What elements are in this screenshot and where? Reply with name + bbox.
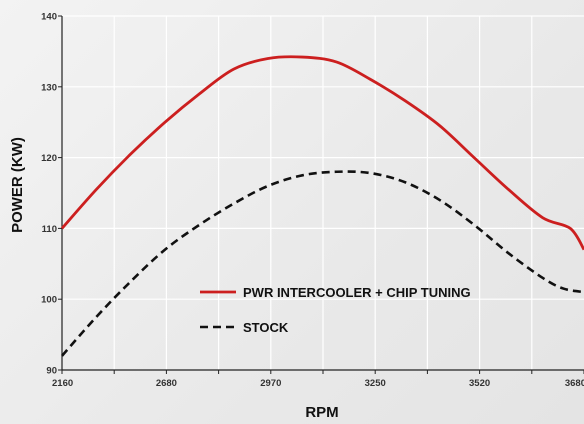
axes: 90 100 110 120 130 140 2160 2680 2970 3250 3520 368… (41, 12, 584, 389)
series-lines (60, 55, 584, 357)
x-tick-label: 2970 (260, 378, 281, 389)
y-tick-label: 90 (46, 366, 57, 377)
y-tick-label: 110 (42, 224, 57, 235)
x-tick-label: 2160 (52, 378, 73, 389)
y-tick-label: 100 (41, 295, 57, 306)
legend-label-stock: STOCK (243, 320, 289, 335)
y-tick-label: 130 (41, 82, 57, 93)
x-tick-label: 3520 (469, 378, 490, 389)
legend-label-intercooler-chip: PWR INTERCOOLER + CHIP TUNING (243, 285, 471, 300)
x-tick-label: 3250 (365, 378, 386, 389)
x-tick-label: 3680 (565, 378, 584, 389)
x-axis-title: RPM (305, 404, 338, 421)
y-axis-title: POWER (KW) (9, 137, 26, 233)
x-tick-label: 2680 (156, 378, 177, 389)
series-line-stock (61, 170, 584, 357)
series-line-intercooler-chip (60, 55, 584, 251)
legend: PWR INTERCOOLER + CHIP TUNING STOCK (200, 285, 471, 335)
y-tick-label: 120 (41, 153, 57, 164)
grid (62, 15, 584, 370)
y-tick-label: 140 (41, 12, 57, 23)
